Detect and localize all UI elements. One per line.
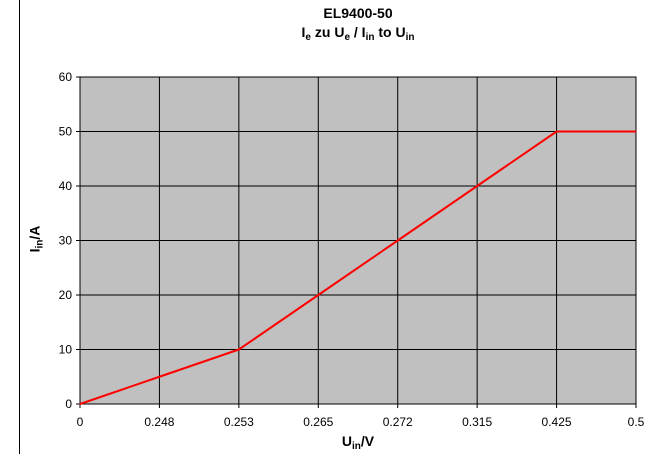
data-point [158,376,160,378]
data-point [79,403,81,405]
data-point [635,131,637,132]
x-axis-label: Uin/V [341,433,375,452]
series-line [79,130,636,405]
y-tick-label: 50 [59,125,73,139]
x-tick-label: 0.425 [542,415,572,429]
x-tick-label: 0.265 [303,415,333,429]
x-tick-label: 0.315 [462,415,492,429]
left-frame-line [19,0,20,454]
y-tick-label: 60 [59,70,73,84]
data-point [556,131,558,132]
y-tick-label: 20 [59,288,73,302]
data-point [476,185,478,187]
y-tick-label: 40 [59,179,73,193]
data-point [238,349,240,350]
data-point [317,294,319,296]
y-tick-label: 0 [65,397,72,411]
y-tick-label: 10 [59,343,73,357]
y-tick-label: 30 [59,234,73,248]
x-tick-label: 0 [77,415,84,429]
chart-subtitle: Ie zu Ue / Iin to Uin [301,24,415,43]
x-tick-label: 0.5 [628,415,645,429]
x-tick-label: 0.272 [383,415,413,429]
data-point [397,240,399,241]
y-axis-label: Iin/A [26,225,46,253]
x-tick-label: 0.248 [144,415,174,429]
chart-title: EL9400-50 [323,5,393,21]
x-tick-label: 0.253 [224,415,254,429]
